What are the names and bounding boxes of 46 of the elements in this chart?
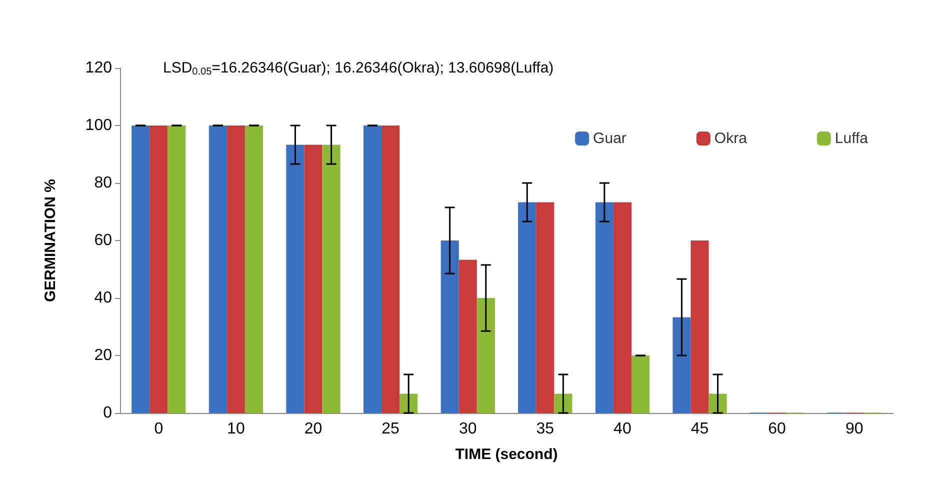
bar (286, 144, 304, 413)
x-tick-label: 90 (845, 420, 864, 438)
bar (536, 202, 554, 413)
bar (595, 202, 614, 413)
y-axis-title: GERMINATION % (42, 178, 59, 302)
bar (440, 240, 459, 413)
y-tick-label: 20 (94, 347, 112, 364)
bar (458, 260, 477, 413)
bar (382, 126, 400, 413)
x-tick-label: 25 (382, 420, 400, 438)
x-tick-label: 40 (614, 420, 632, 438)
y-tick-label: 60 (94, 232, 112, 249)
bar (208, 126, 227, 413)
legend-label: Luffa (834, 130, 869, 147)
bar (672, 317, 691, 413)
x-axis-title: TIME (second) (455, 446, 558, 463)
bar (150, 126, 168, 413)
bar (322, 144, 340, 413)
bar (363, 126, 382, 413)
bar (613, 202, 632, 413)
x-tick-label: 60 (768, 420, 786, 438)
y-tick-label: 0 (103, 404, 112, 422)
legend-label: Okra (714, 130, 748, 147)
y-tick-label: 100 (85, 117, 112, 134)
bar (132, 126, 150, 413)
x-tick-label: 0 (154, 420, 164, 438)
x-tick-label: 30 (458, 420, 477, 438)
bar (554, 394, 572, 413)
y-tick-label: 80 (94, 174, 112, 192)
bar (476, 298, 495, 413)
bar (304, 144, 322, 413)
bar (708, 394, 727, 413)
x-tick-label: 45 (690, 420, 709, 438)
bar (690, 240, 709, 413)
bar (518, 202, 536, 413)
legend-label: Guar (593, 130, 626, 147)
bar (631, 356, 650, 413)
x-tick-label: 35 (536, 420, 554, 438)
x-tick-label: 20 (304, 420, 322, 438)
bar (168, 126, 186, 413)
bar (244, 126, 264, 413)
y-tick-label: 40 (94, 290, 112, 306)
x-tick-label: 10 (227, 420, 245, 438)
bar (400, 394, 418, 413)
bar (226, 126, 245, 413)
y-tick-label: 120 (85, 60, 112, 76)
